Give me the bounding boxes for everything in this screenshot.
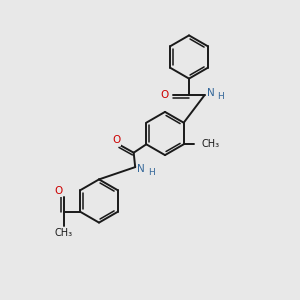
Text: O: O: [161, 90, 169, 100]
Text: N: N: [137, 164, 145, 174]
Text: O: O: [112, 135, 121, 145]
Text: N: N: [207, 88, 214, 98]
Text: H: H: [217, 92, 224, 101]
Text: CH₃: CH₃: [202, 139, 220, 149]
Text: CH₃: CH₃: [55, 228, 73, 238]
Text: O: O: [54, 186, 62, 197]
Text: H: H: [148, 168, 154, 177]
